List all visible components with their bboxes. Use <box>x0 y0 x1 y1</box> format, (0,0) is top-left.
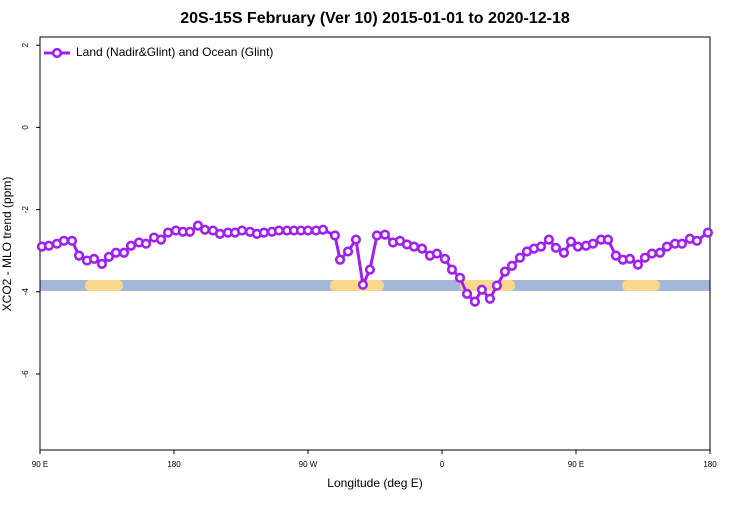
point <box>371 230 383 241</box>
point <box>431 248 443 259</box>
point <box>317 224 329 235</box>
point <box>125 240 137 251</box>
x-tick-label: 90 W <box>299 460 318 469</box>
point <box>118 247 130 258</box>
y-tick-label: -6 <box>21 370 30 378</box>
point <box>543 234 555 245</box>
point <box>691 235 702 246</box>
point <box>273 225 285 236</box>
point <box>43 240 55 251</box>
point <box>602 234 614 245</box>
point <box>58 235 70 246</box>
land-band <box>622 280 660 291</box>
y-tick-label: 2 <box>21 42 30 47</box>
point <box>639 252 651 263</box>
point <box>646 248 658 259</box>
point <box>499 266 511 277</box>
point <box>110 247 122 258</box>
point <box>702 227 714 238</box>
point <box>535 241 547 252</box>
chart-title: 20S-15S February (Ver 10) 2015-01-01 to … <box>180 10 570 27</box>
x-tick-label: 90 E <box>568 460 584 469</box>
y-axis-label: XCO2 - MLO trend (ppm) <box>0 177 14 312</box>
point <box>469 296 481 307</box>
point <box>587 238 599 249</box>
point <box>140 238 152 249</box>
x-tick-label: 180 <box>703 460 717 469</box>
point <box>88 253 100 265</box>
point <box>558 247 570 258</box>
point <box>103 251 115 262</box>
y-tick-label: -2 <box>21 205 30 213</box>
point <box>184 226 196 237</box>
point <box>661 241 673 252</box>
land-band <box>330 280 384 291</box>
point <box>408 241 420 252</box>
y-tick-label: -4 <box>21 288 30 296</box>
land-band <box>85 280 123 291</box>
legend-label: Land (Nadir&Glint) and Ocean (Glint) <box>76 45 273 59</box>
point <box>624 253 635 265</box>
x-tick-label: 90 E <box>32 460 48 469</box>
point <box>329 230 341 241</box>
x-tick-label: 180 <box>167 460 181 469</box>
point <box>416 243 428 254</box>
legend-marker <box>51 47 63 59</box>
point <box>66 235 78 246</box>
point <box>342 246 354 257</box>
point <box>514 252 526 263</box>
point <box>379 229 391 240</box>
point <box>199 224 211 235</box>
x-axis-label: Longitude (deg E) <box>327 476 422 490</box>
point <box>236 225 248 236</box>
point <box>476 284 488 295</box>
point <box>565 236 577 247</box>
point <box>550 242 562 253</box>
point <box>350 234 362 245</box>
point <box>192 220 204 231</box>
point <box>461 288 473 299</box>
point <box>610 250 622 261</box>
point <box>446 264 458 275</box>
point <box>155 234 167 245</box>
point <box>258 227 270 238</box>
point <box>654 247 666 258</box>
point <box>506 260 518 271</box>
point <box>484 293 496 304</box>
y-tick-label: 0 <box>21 125 30 130</box>
point <box>572 241 584 252</box>
point <box>73 250 85 261</box>
point <box>214 228 226 239</box>
point <box>491 280 503 291</box>
point <box>334 254 346 265</box>
point <box>162 227 174 238</box>
point <box>454 272 466 283</box>
point <box>302 225 314 236</box>
x-tick-label: 0 <box>440 460 445 469</box>
land-ocean-band <box>40 280 710 291</box>
point <box>676 238 688 249</box>
point <box>357 279 369 290</box>
point <box>96 258 108 269</box>
point <box>439 253 451 265</box>
point <box>632 259 644 270</box>
point <box>364 264 376 275</box>
